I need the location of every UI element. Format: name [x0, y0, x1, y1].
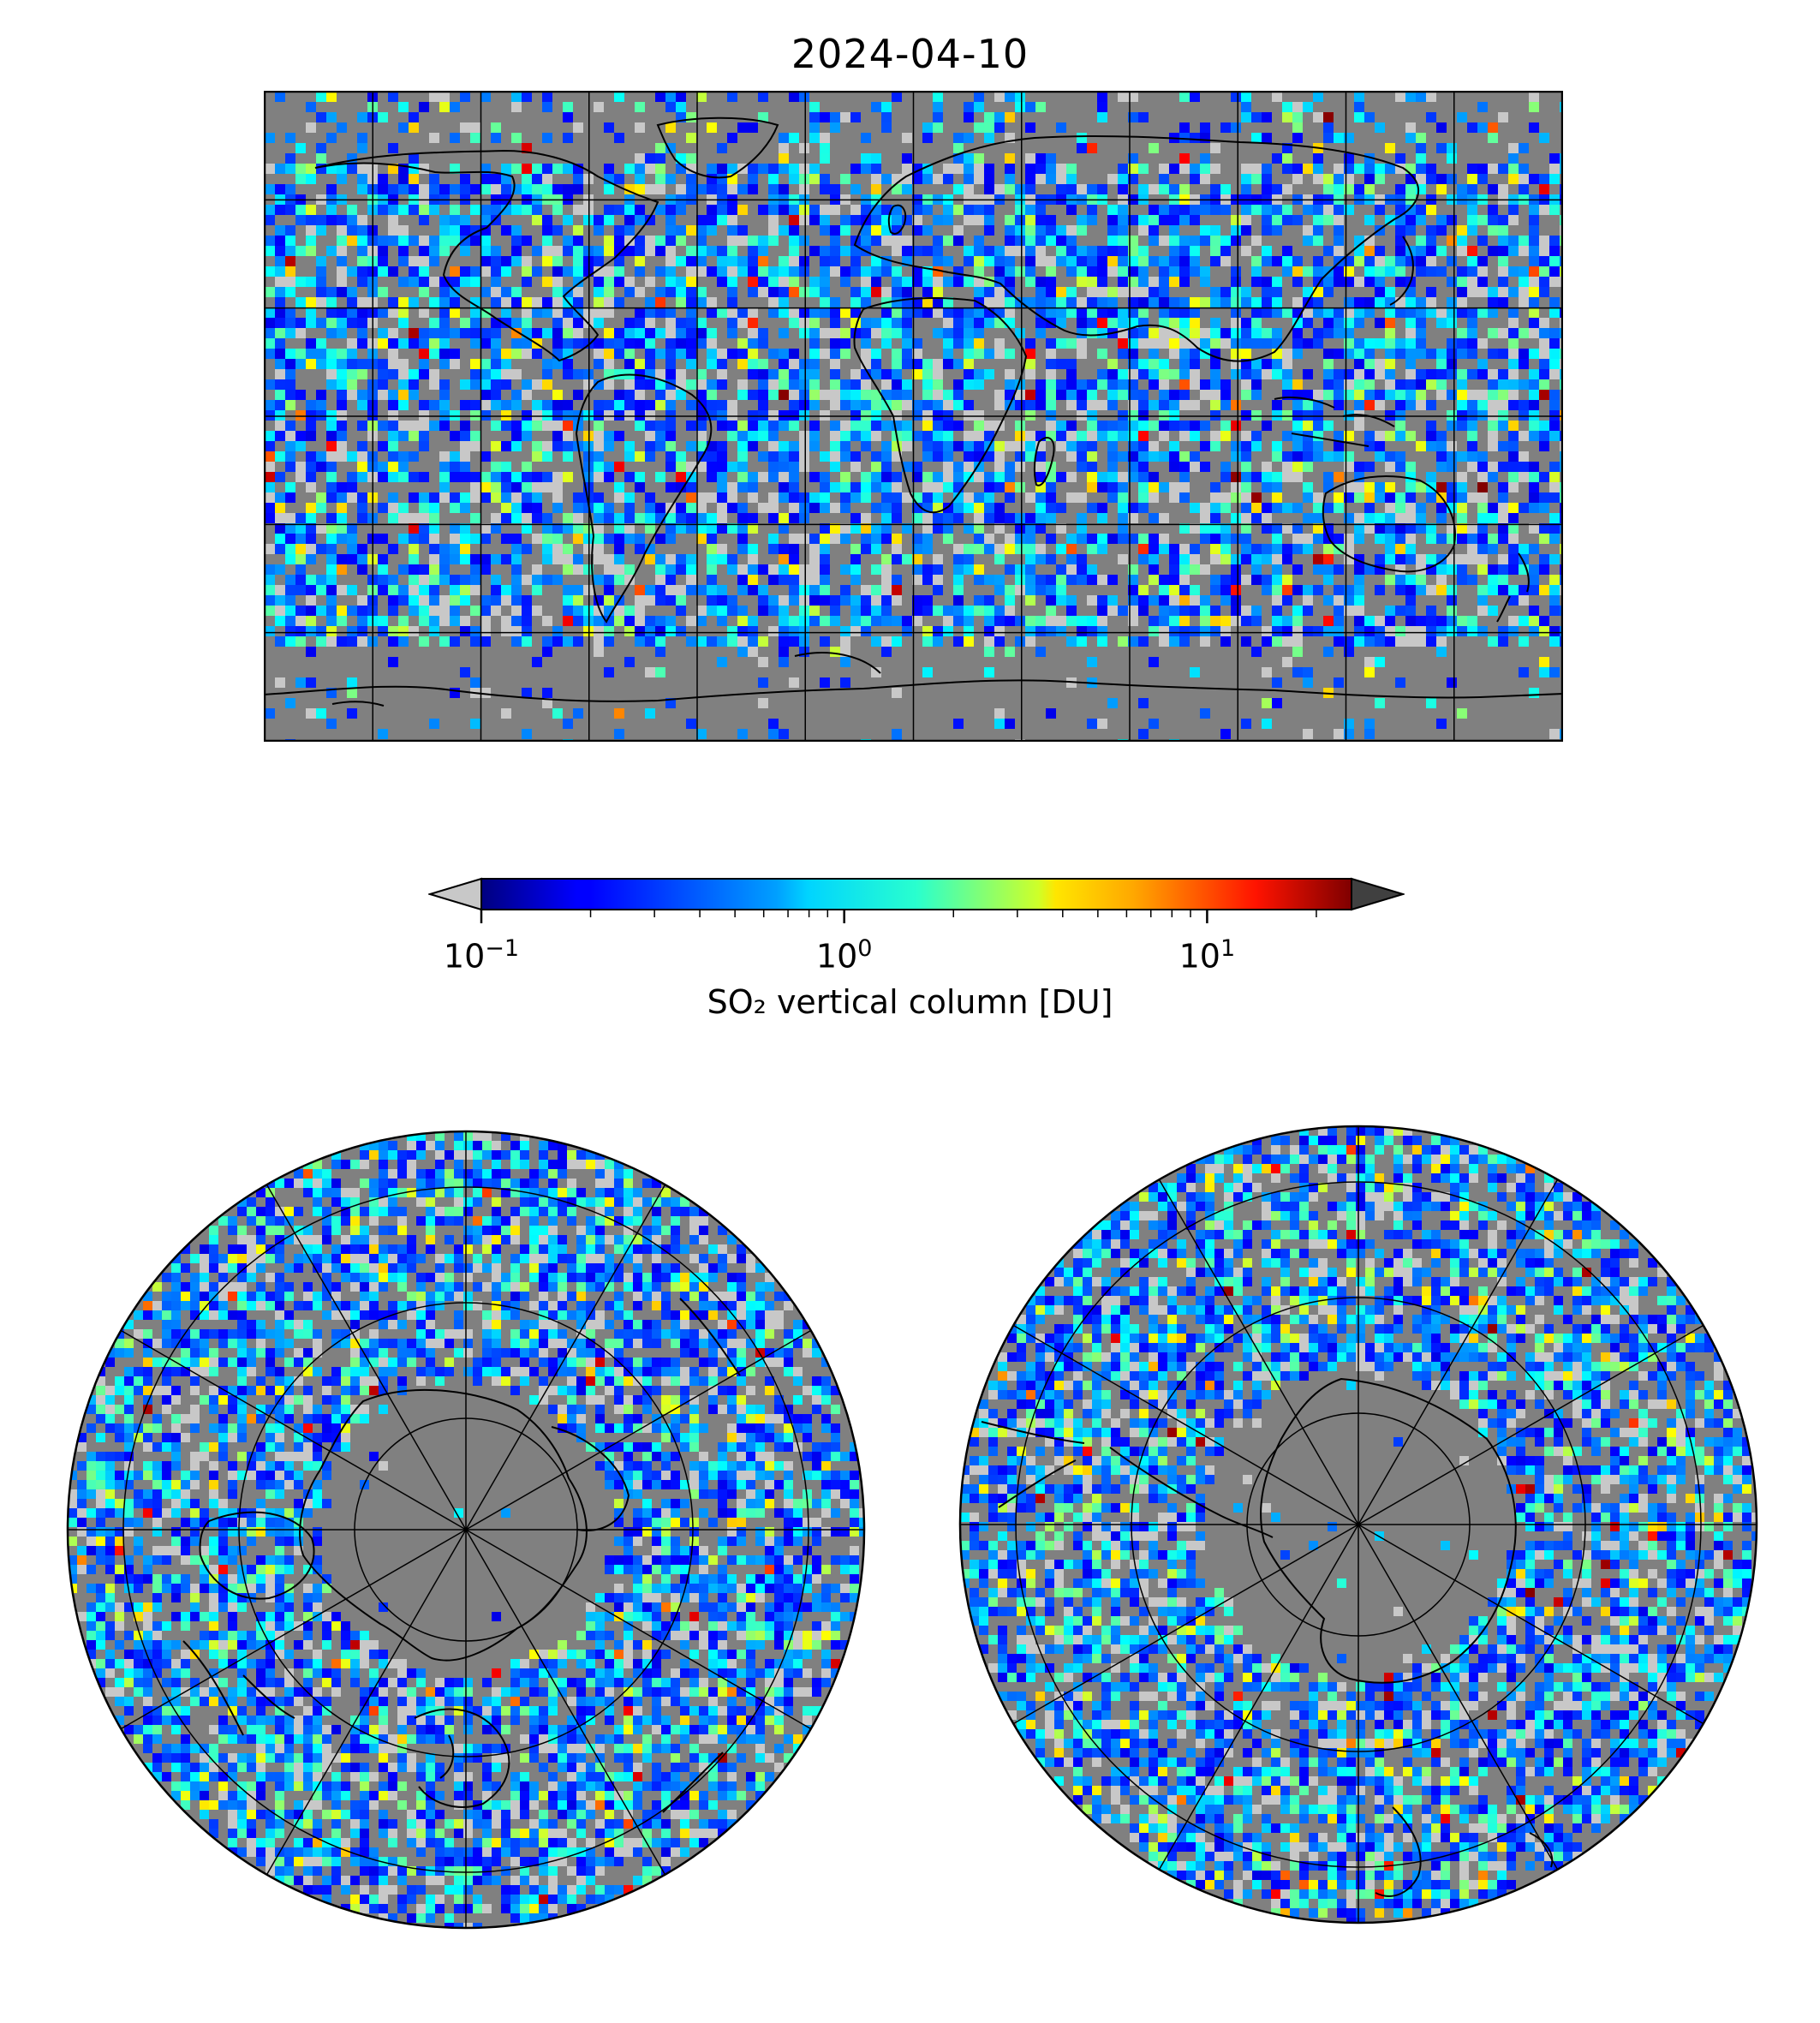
colorbar-tick-label: 100 [816, 935, 873, 976]
north-polar-frame [66, 1130, 866, 1930]
tick-exponent: 1 [1220, 935, 1236, 962]
south-polar-coastlines [981, 1377, 1554, 1897]
south-polar-graticule [960, 1126, 1757, 1923]
colorbar-under-extension [428, 877, 482, 911]
tick-base: 10 [815, 937, 858, 976]
tick-base: 10 [443, 937, 486, 976]
colorbar-tick-label: 10−1 [444, 935, 519, 976]
colorbar-label: SO₂ vertical column [DU] [707, 983, 1113, 1021]
north-polar-graticule [68, 1131, 864, 1928]
north-polar-data-pixels [68, 1131, 864, 1928]
tick-exponent: −1 [485, 935, 520, 962]
south-polar-frame [958, 1125, 1758, 1925]
north-polar-map [66, 1130, 866, 1930]
map-title: 2024-04-10 [791, 31, 1029, 77]
colorbar-over-extension [1351, 877, 1405, 911]
colorbar-gradient [480, 878, 1352, 910]
global-map-graticule [265, 92, 1562, 741]
global-map [264, 91, 1563, 742]
tick-exponent: 0 [857, 935, 873, 962]
global-map-frame [264, 91, 1563, 742]
colorbar-ticks [480, 910, 1317, 923]
south-polar-data-pixels [960, 1126, 1757, 1923]
tick-base: 10 [1179, 937, 1220, 976]
south-polar-map [958, 1125, 1758, 1925]
colorbar-tick-label: 101 [1179, 935, 1236, 976]
colorbar [428, 877, 1405, 923]
